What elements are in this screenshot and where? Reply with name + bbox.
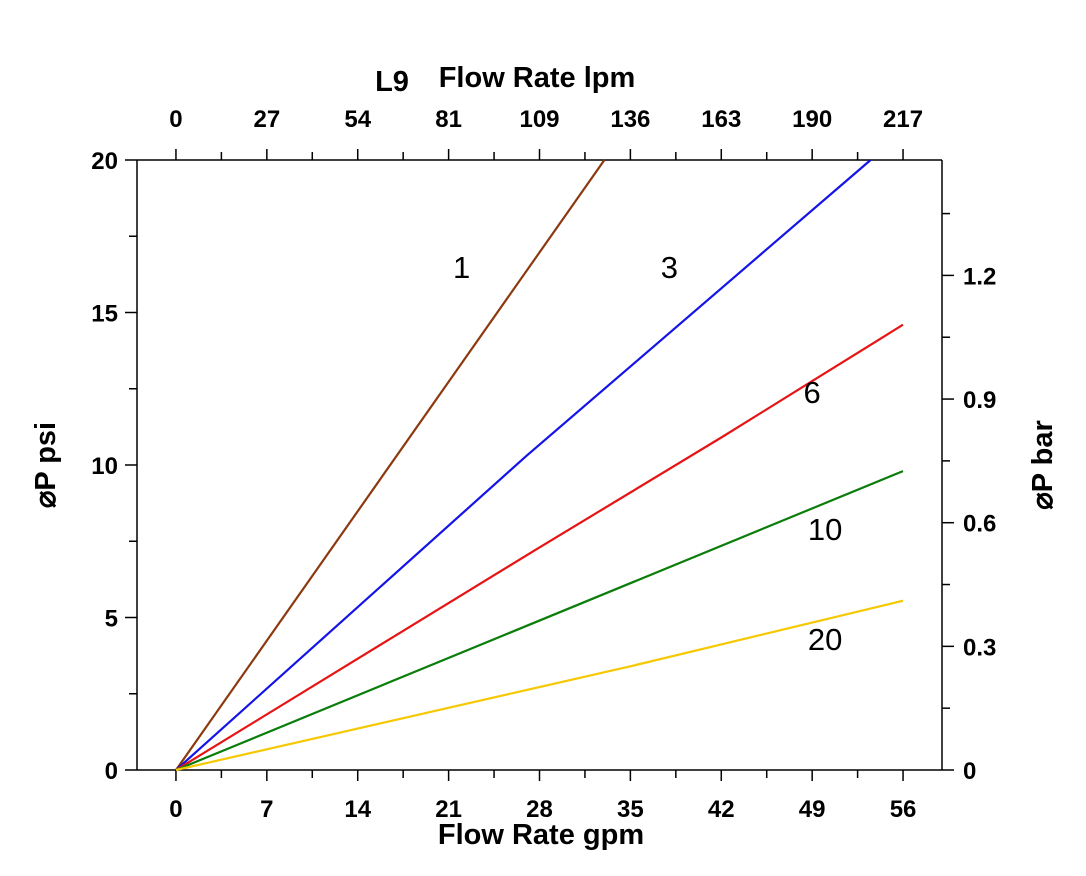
y-left-axis-title: ⌀P psi <box>30 422 62 508</box>
series-line-10 <box>175 470 904 772</box>
x-top-tick-label: 190 <box>792 106 832 133</box>
x-top-tick-label: 81 <box>435 106 462 133</box>
x-bottom-tick-label: 7 <box>260 796 273 823</box>
y-left-tick-label: 15 <box>91 301 118 328</box>
x-top-tick-label: 27 <box>253 106 280 133</box>
y-right-tick-label: 0.6 <box>963 511 996 538</box>
tick-labels: 0 7 14 21 28 35 42 49 560 27 54 81 109 136 163 190 21705… <box>91 106 996 823</box>
x-bottom-tick-label: 14 <box>344 796 371 823</box>
x-bottom-tick-label: 28 <box>526 796 553 823</box>
series-line-1 <box>175 159 606 771</box>
series-label-20: 20 <box>808 622 842 657</box>
y-left-tick-label: 5 <box>105 606 118 633</box>
x-top-tick-label: 136 <box>610 106 650 133</box>
series-label-3: 3 <box>661 250 678 285</box>
y-left-tick-label: 20 <box>91 148 118 175</box>
y-right-axis-title: ⌀P bar <box>1027 420 1059 509</box>
y-right-tick-label: 1.2 <box>963 263 996 290</box>
series-label-6: 6 <box>804 375 821 410</box>
series-line-20 <box>175 599 904 772</box>
series-label-10: 10 <box>808 512 842 547</box>
y-left-tick-label: 10 <box>91 453 118 480</box>
x-top-tick-label: 54 <box>344 106 371 133</box>
x-top-tick-label: 0 <box>169 106 182 133</box>
series-line-3 <box>175 159 872 771</box>
x-bottom-tick-label: 56 <box>890 796 917 823</box>
x-top-axis-title: Flow Rate lpm <box>439 62 636 94</box>
y-right-tick-label: 0.3 <box>963 634 996 661</box>
y-left-tick-label: 0 <box>105 758 118 785</box>
y-right-tick-label: 0.9 <box>963 387 996 414</box>
y-right-tick-label: 0 <box>963 758 976 785</box>
x-bottom-tick-label: 49 <box>799 796 826 823</box>
x-top-tick-label: 109 <box>519 106 559 133</box>
series-label-1: 1 <box>453 250 470 285</box>
series-lines <box>175 159 904 772</box>
title-prefix: L9 <box>375 66 409 98</box>
series-line-6 <box>175 323 904 771</box>
x-top-tick-label: 217 <box>883 106 923 133</box>
x-bottom-tick-label: 42 <box>708 796 735 823</box>
x-top-tick-label: 163 <box>701 106 741 133</box>
x-bottom-axis-title: Flow Rate gpm <box>438 819 644 851</box>
series-labels: 1 3 6 10 20 <box>453 250 842 657</box>
x-bottom-tick-label: 0 <box>169 796 182 823</box>
x-bottom-tick-label: 35 <box>617 796 644 823</box>
axis-ticks <box>125 149 954 781</box>
x-bottom-tick-label: 21 <box>435 796 462 823</box>
